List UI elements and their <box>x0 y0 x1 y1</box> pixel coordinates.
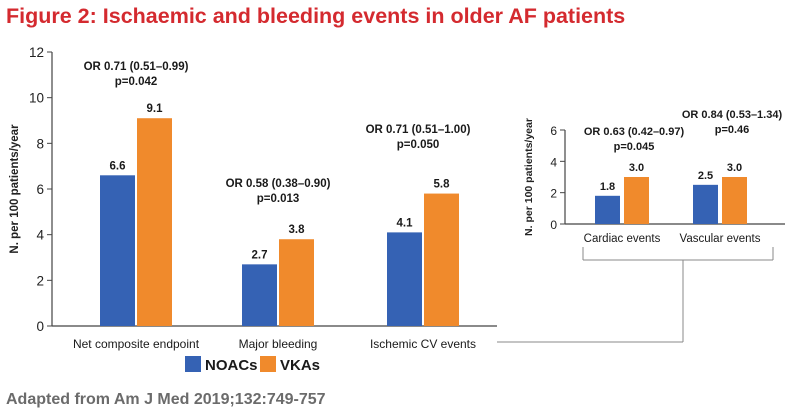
data-label: 3.0 <box>727 162 742 174</box>
bar-noacs <box>693 184 718 224</box>
odds-ratio-annotation: OR 0.84 (0.53–1.34) <box>682 109 783 121</box>
bar-noacs <box>100 175 135 326</box>
legend: NOACs VKAs <box>185 356 320 374</box>
y-axis-label: N. per 100 patients/year <box>523 118 535 236</box>
odds-ratio-annotation: OR 0.71 (0.51–0.99) <box>84 61 189 73</box>
x-category-label: Vascular events <box>680 233 761 245</box>
data-label: 3.0 <box>629 162 644 174</box>
y-tick-label: 4 <box>36 228 44 243</box>
bar-vkas <box>722 177 747 224</box>
bar-vkas <box>424 193 459 326</box>
y-axis-label: N. per 100 patients/year <box>9 124 21 254</box>
x-category-label: Cardiac events <box>584 233 661 245</box>
bar-vkas <box>624 177 649 224</box>
y-tick-label: 0 <box>550 218 557 232</box>
y-tick-label: 2 <box>550 187 557 201</box>
p-value-annotation: p=0.045 <box>614 141 655 153</box>
y-tick-label: 8 <box>36 136 44 151</box>
data-label: 9.1 <box>147 103 164 115</box>
legend-label-vkas: VKAs <box>280 357 320 374</box>
p-value-annotation: p=0.46 <box>715 124 750 136</box>
p-value-annotation: p=0.042 <box>115 76 158 88</box>
inset-bracket <box>497 247 774 343</box>
legend-swatch-vkas <box>260 356 276 372</box>
chart-main: 0 2 4 6 8 10 12 N. per 100 patients/year 6.6 9.1 N… <box>9 45 497 351</box>
x-category-label: Net composite endpoint <box>73 337 200 351</box>
bar-noacs <box>595 195 620 224</box>
legend-label-noacs: NOACs <box>205 357 258 374</box>
data-label: 5.8 <box>434 179 451 191</box>
p-value-annotation: p=0.013 <box>257 193 300 205</box>
data-label: 4.1 <box>397 217 414 229</box>
data-label: 1.8 <box>600 181 615 193</box>
data-label: 3.8 <box>289 224 306 236</box>
odds-ratio-annotation: OR 0.71 (0.51–1.00) <box>366 124 471 136</box>
y-tick-label: 10 <box>29 91 44 106</box>
bar-vkas <box>137 118 172 326</box>
y-tick-label: 6 <box>36 182 44 197</box>
odds-ratio-annotation: OR 0.63 (0.42–0.97) <box>584 126 685 138</box>
bar-noacs <box>242 264 277 326</box>
figure-source: Adapted from Am J Med 2019;132:749-757 <box>6 391 326 408</box>
data-label: 2.7 <box>252 249 268 261</box>
p-value-annotation: p=0.050 <box>397 139 440 151</box>
y-tick-label: 2 <box>36 273 44 288</box>
x-category-label: Ischemic CV events <box>370 337 476 351</box>
bar-noacs <box>387 232 422 326</box>
x-category-label: Major bleeding <box>239 337 318 351</box>
bar-vkas <box>279 239 314 326</box>
y-tick-label: 4 <box>550 155 557 169</box>
figure-title: Figure 2: Ischaemic and bleeding events … <box>6 4 626 28</box>
y-tick-label: 0 <box>36 319 44 334</box>
data-label: 2.5 <box>698 170 713 182</box>
chart-inset: 0 2 4 6 N. per 100 patients/year 1.8 3.0 Cardia… <box>523 109 785 245</box>
y-tick-label: 12 <box>29 45 44 60</box>
odds-ratio-annotation: OR 0.58 (0.38–0.90) <box>226 178 331 190</box>
data-label: 6.6 <box>110 160 126 172</box>
legend-swatch-noacs <box>185 356 201 372</box>
y-tick-label: 6 <box>550 124 557 138</box>
